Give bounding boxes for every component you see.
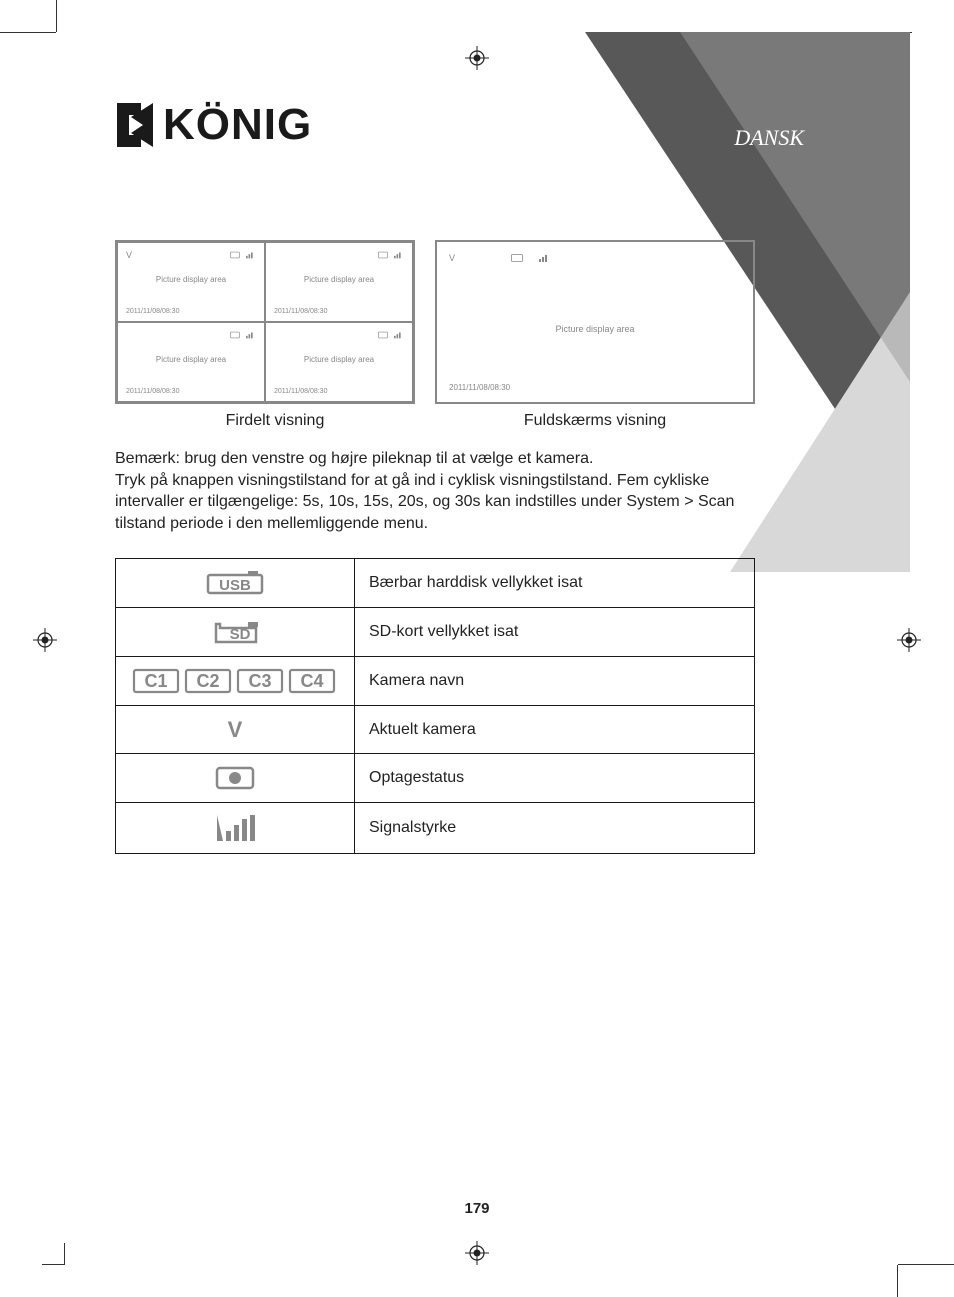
full-view-diagram: V Picture display area 2011/11/08/08:30: [435, 240, 755, 404]
quad-cell: V Picture display area 2011/11/08/08:30: [117, 242, 265, 322]
crop-mark: [898, 1264, 954, 1265]
cam-label: C1: [144, 671, 167, 691]
brand-logo: KÖNIG: [115, 100, 855, 150]
cell-timestamp: 2011/11/08/08:30: [449, 383, 510, 392]
quad-caption: Firdelt visning: [115, 412, 435, 430]
table-row: V Aktuelt kamera: [116, 706, 755, 754]
table-desc: Signalstyrke: [355, 803, 755, 854]
camera-badge-icon: [230, 331, 240, 339]
body-text: Bemærk: brug den venstre og højre pilekn…: [115, 448, 755, 534]
table-desc: Kamera navn: [355, 657, 755, 706]
signal-mini-icon: [539, 253, 551, 263]
table-row: C1 C2 C3 C4 Kamera navn: [116, 657, 755, 706]
record-status-icon: [116, 754, 355, 803]
icon-legend-table: USB Bærbar harddisk vellykket isat SD SD…: [115, 558, 755, 854]
display-diagrams: V Picture display area 2011/11/08/08:30 …: [115, 240, 855, 404]
brand-logo-text: KÖNIG: [163, 100, 312, 150]
current-marker: V: [126, 250, 132, 260]
cell-label: Picture display area: [126, 355, 256, 364]
cell-label: Picture display area: [449, 324, 741, 334]
signal-mini-icon: [394, 331, 404, 339]
brand-logo-mark-icon: [115, 101, 155, 149]
signal-mini-icon: [246, 331, 256, 339]
crop-mark: [64, 1243, 65, 1265]
quad-cell: V Picture display area 2011/11/08/08:30: [265, 242, 413, 322]
quad-cell: V Picture display area 2011/11/08/08:30: [117, 322, 265, 402]
crop-mark: [897, 1265, 898, 1297]
cell-timestamp: 2011/11/08/08:30: [126, 308, 179, 315]
cell-label: Picture display area: [126, 275, 256, 284]
table-row: USB Bærbar harddisk vellykket isat: [116, 559, 755, 608]
cell-label: Picture display area: [274, 355, 404, 364]
table-row: Signalstyrke: [116, 803, 755, 854]
camera-badge-icon: [230, 251, 240, 259]
table-desc: SD-kort vellykket isat: [355, 608, 755, 657]
camera-names-icon: C1 C2 C3 C4: [116, 657, 355, 706]
cell-timestamp: 2011/11/08/08:30: [126, 388, 179, 395]
signal-mini-icon: [246, 251, 256, 259]
registration-mark-icon: [897, 628, 921, 652]
table-row: Optagestatus: [116, 754, 755, 803]
quad-cell: V Picture display area 2011/11/08/08:30: [265, 322, 413, 402]
page-number: 179: [0, 1200, 954, 1217]
table-desc: Optagestatus: [355, 754, 755, 803]
table-row: SD SD-kort vellykket isat: [116, 608, 755, 657]
quad-view-diagram: V Picture display area 2011/11/08/08:30 …: [115, 240, 415, 404]
usb-icon: USB: [116, 559, 355, 608]
camera-badge-icon: [378, 251, 388, 259]
svg-text:SD: SD: [230, 626, 251, 643]
signal-strength-icon: [116, 803, 355, 854]
registration-mark-icon: [465, 1241, 489, 1265]
cam-label: C3: [248, 671, 271, 691]
camera-badge-icon: [511, 253, 523, 263]
current-marker: V: [449, 253, 455, 263]
cell-timestamp: 2011/11/08/08:30: [274, 388, 327, 395]
signal-mini-icon: [394, 251, 404, 259]
camera-badge-icon: [378, 331, 388, 339]
table-desc: Bærbar harddisk vellykket isat: [355, 559, 755, 608]
cell-label: Picture display area: [274, 275, 404, 284]
current-camera-icon: V: [116, 706, 355, 754]
crop-mark: [42, 1264, 64, 1265]
sd-icon: SD: [116, 608, 355, 657]
registration-mark-icon: [33, 628, 57, 652]
svg-text:USB: USB: [219, 577, 251, 594]
cam-label: C4: [300, 671, 323, 691]
registration-mark-icon: [465, 46, 489, 70]
table-desc: Aktuelt kamera: [355, 706, 755, 754]
crop-mark: [56, 0, 57, 32]
cam-label: C2: [196, 671, 219, 691]
full-caption: Fuldskærms visning: [435, 412, 755, 430]
crop-mark: [0, 32, 56, 33]
cell-timestamp: 2011/11/08/08:30: [274, 308, 327, 315]
